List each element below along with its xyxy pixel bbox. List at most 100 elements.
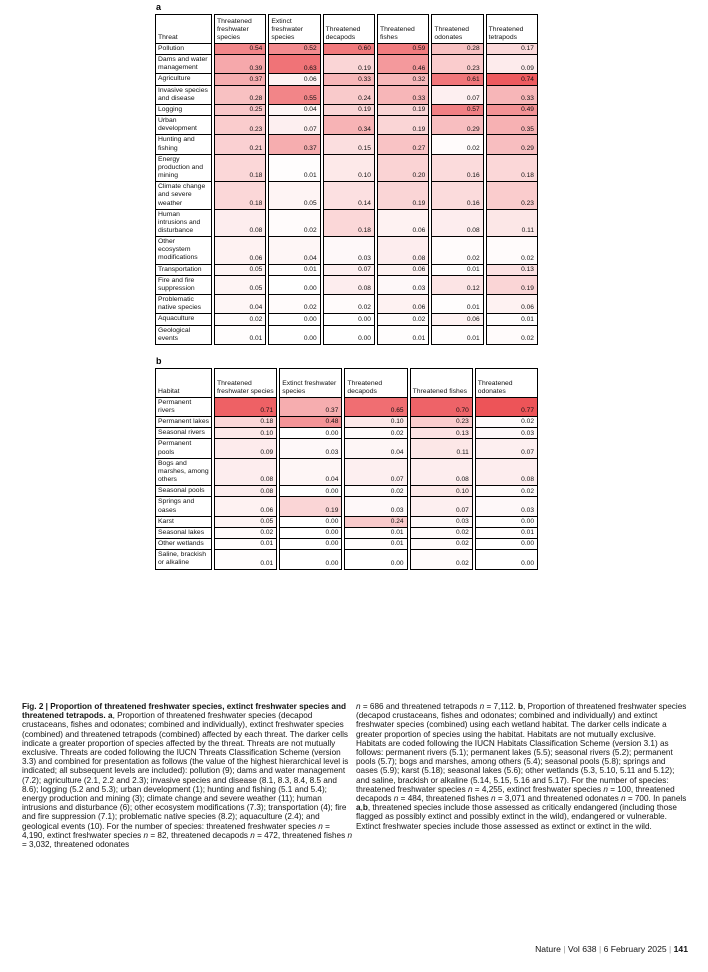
heat-cell: 0.71 — [214, 397, 278, 418]
heat-cell: 0.00 — [268, 275, 321, 296]
heat-cell: 0.08 — [409, 458, 473, 487]
heat-cell: 0.07 — [474, 439, 538, 459]
heat-cell: 0.03 — [376, 275, 430, 296]
heat-cell: 0.00 — [279, 486, 343, 498]
row-label: Problematic native species — [155, 295, 212, 315]
heat-cell: 0.02 — [214, 527, 278, 540]
heat-cell: 0.74 — [485, 74, 538, 86]
row-label: Dams and water management — [155, 55, 212, 75]
column-header: Threatened fishes — [409, 367, 473, 398]
heat-cell: 0.02 — [322, 295, 375, 315]
heat-cell: 0.01 — [485, 314, 538, 326]
heat-cell: 0.10 — [409, 486, 473, 498]
row-label: Geological events — [155, 325, 212, 345]
heat-cell: 0.02 — [409, 527, 473, 540]
row-label: Fire and fire suppression — [155, 275, 212, 296]
heat-cell: 0.08 — [214, 209, 267, 238]
heat-cell: 0.18 — [214, 182, 267, 210]
figure-caption-right-column-segment-6: n — [467, 784, 473, 794]
heat-cell: 0.13 — [485, 264, 538, 276]
heat-cell: 0.06 — [376, 295, 430, 315]
heat-cell: 0.01 — [268, 264, 321, 276]
heat-cell: 0.08 — [214, 458, 278, 487]
heat-cell: 0.27 — [376, 135, 430, 155]
heat-cell: 0.02 — [376, 314, 430, 326]
column-header: Threatened decapods — [344, 367, 408, 398]
heat-cell: 0.02 — [344, 486, 408, 498]
figure-caption-left-column-segment-10: = 3,032, threatened odonates — [22, 840, 130, 850]
column-header: Threatened fishes — [376, 14, 430, 44]
figure-caption-right-column-segment-5: , Proportion of threatened freshwater sp… — [356, 702, 687, 794]
page-footer-segment-4: 6 February 2025 — [603, 944, 667, 954]
heat-cell: 0.19 — [322, 55, 375, 75]
heat-cell: 0.03 — [344, 497, 408, 517]
row-label: Pollution — [155, 44, 212, 56]
heat-cell: 0.16 — [431, 154, 484, 183]
heat-cell: 0.00 — [279, 428, 343, 440]
heat-cell: 0.19 — [322, 104, 375, 117]
panel-a-label: a — [156, 2, 162, 12]
heat-cell: 0.02 — [268, 295, 321, 315]
figure-caption-left-column-segment-2: , Proportion of threatened freshwater sp… — [22, 711, 349, 831]
row-label: Logging — [155, 104, 212, 117]
figure-caption-left-column-segment-1: a — [108, 711, 113, 721]
heat-cell: 0.04 — [214, 295, 267, 315]
heat-cell: 0.03 — [322, 237, 375, 265]
page-footer-segment-0: Nature — [535, 944, 561, 954]
column-header: Threatened freshwater species — [214, 14, 267, 44]
figure-caption-right-column-segment-2: n — [479, 702, 485, 711]
heat-cell: 0.00 — [279, 516, 343, 528]
heat-cell: 0.04 — [268, 104, 321, 117]
heat-cell: 0.35 — [485, 116, 538, 136]
heat-cell: 0.08 — [376, 237, 430, 265]
row-label: Hunting and fishing — [155, 135, 212, 155]
figure-caption-right-column-segment-14: n — [620, 794, 626, 804]
heat-cell: 0.01 — [344, 527, 408, 540]
heat-cell: 0.00 — [279, 550, 343, 570]
column-header: Threatened tetrapods — [485, 14, 538, 44]
heat-cell: 0.01 — [344, 539, 408, 551]
figure-caption-left-column-segment-0: Fig. 2 | Proportion of threatened freshw… — [22, 702, 346, 721]
heat-cell: 0.02 — [474, 486, 538, 498]
heat-cell: 0.28 — [431, 44, 484, 56]
heat-cell: 0.05 — [214, 264, 267, 276]
heat-cell: 0.15 — [322, 135, 375, 155]
row-label: Climate change and severe weather — [155, 182, 212, 210]
heat-cell: 0.00 — [474, 550, 538, 570]
heat-cell: 0.07 — [431, 85, 484, 105]
figure-caption-left-column-segment-4: = 4,190, extinct freshwater species — [22, 821, 330, 840]
heat-cell: 0.01 — [431, 264, 484, 276]
row-label: Agriculture — [155, 74, 212, 86]
heat-cell: 0.52 — [268, 44, 321, 56]
heat-cell: 0.03 — [474, 428, 538, 440]
heat-cell: 0.06 — [268, 74, 321, 86]
heat-cell: 0.07 — [409, 497, 473, 517]
heat-cell: 0.37 — [279, 397, 343, 418]
heat-cell: 0.48 — [279, 417, 343, 429]
figure-caption-left-column-segment-7: n — [250, 830, 255, 840]
threats-heatmap-table: Threat Threatened freshwater species Extin… — [155, 14, 538, 345]
column-header: Threatened odonates — [431, 14, 484, 44]
heat-cell: 0.57 — [431, 104, 484, 117]
heat-cell: 0.20 — [376, 154, 430, 183]
heat-cell: 0.21 — [214, 135, 267, 155]
heat-cell: 0.02 — [474, 417, 538, 429]
heat-cell: 0.54 — [214, 44, 267, 56]
heat-cell: 0.23 — [214, 116, 267, 136]
row-label: Human intrusions and disturbance — [155, 209, 212, 238]
habitats-heatmap-table: Habitat Threatened freshwater species Exti… — [155, 367, 538, 570]
heat-cell: 0.08 — [431, 209, 484, 238]
row-label: Other ecosystem modifications — [155, 237, 212, 265]
heat-cell: 0.12 — [431, 275, 484, 296]
heat-cell: 0.01 — [431, 295, 484, 315]
heat-cell: 0.23 — [431, 55, 484, 75]
heat-cell: 0.01 — [214, 550, 278, 570]
row-label: Permanent pools — [155, 439, 212, 459]
page-footer-segment-6: 141 — [673, 944, 688, 954]
heat-cell: 0.00 — [322, 325, 375, 345]
figure-caption-left-column-segment-9: n — [347, 830, 353, 840]
heat-cell: 0.34 — [322, 116, 375, 136]
figure-caption-right-column-segment-8: n — [603, 784, 608, 794]
row-label: Bogs and marshes, among others — [155, 458, 212, 487]
heat-cell: 0.18 — [214, 154, 267, 183]
